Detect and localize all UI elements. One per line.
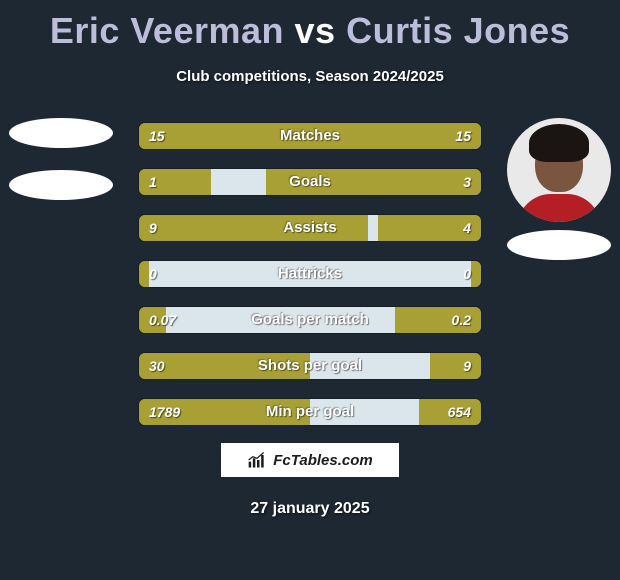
stat-row: 94Assists (138, 214, 482, 242)
brand-chart-icon (247, 450, 267, 470)
stat-row: 00Hattricks (138, 260, 482, 288)
subtitle: Club competitions, Season 2024/2025 (0, 68, 620, 85)
stat-row: 13Goals (138, 168, 482, 196)
player2-name-oval (507, 230, 611, 260)
generated-date: 27 january 2025 (0, 500, 620, 518)
left-player-column (6, 118, 116, 222)
player1-name: Eric Veerman (50, 10, 284, 51)
brand-badge[interactable]: FcTables.com (220, 442, 400, 478)
stat-label: Goals per match (139, 307, 481, 333)
stat-label: Hattricks (139, 261, 481, 287)
vs-text: vs (295, 10, 336, 51)
player2-name: Curtis Jones (346, 10, 570, 51)
stat-label: Assists (139, 215, 481, 241)
stat-label: Shots per goal (139, 353, 481, 379)
player1-photo-placeholder (9, 118, 113, 148)
stats-bars-container: 1515Matches 13Goals 94Assists 00Hattricks 0.… (138, 122, 482, 444)
stat-row: 0.070.2Goals per match (138, 306, 482, 334)
stat-label: Goals (139, 169, 481, 195)
stat-row: 1789654Min per goal (138, 398, 482, 426)
stat-label: Matches (139, 123, 481, 149)
comparison-title: Eric Veerman vs Curtis Jones (0, 0, 620, 52)
brand-text: FcTables.com (273, 452, 372, 469)
stat-label: Min per goal (139, 399, 481, 425)
right-player-column (504, 118, 614, 282)
stat-row: 1515Matches (138, 122, 482, 150)
player2-photo (507, 118, 611, 222)
player1-name-oval (9, 170, 113, 200)
stat-row: 309Shots per goal (138, 352, 482, 380)
